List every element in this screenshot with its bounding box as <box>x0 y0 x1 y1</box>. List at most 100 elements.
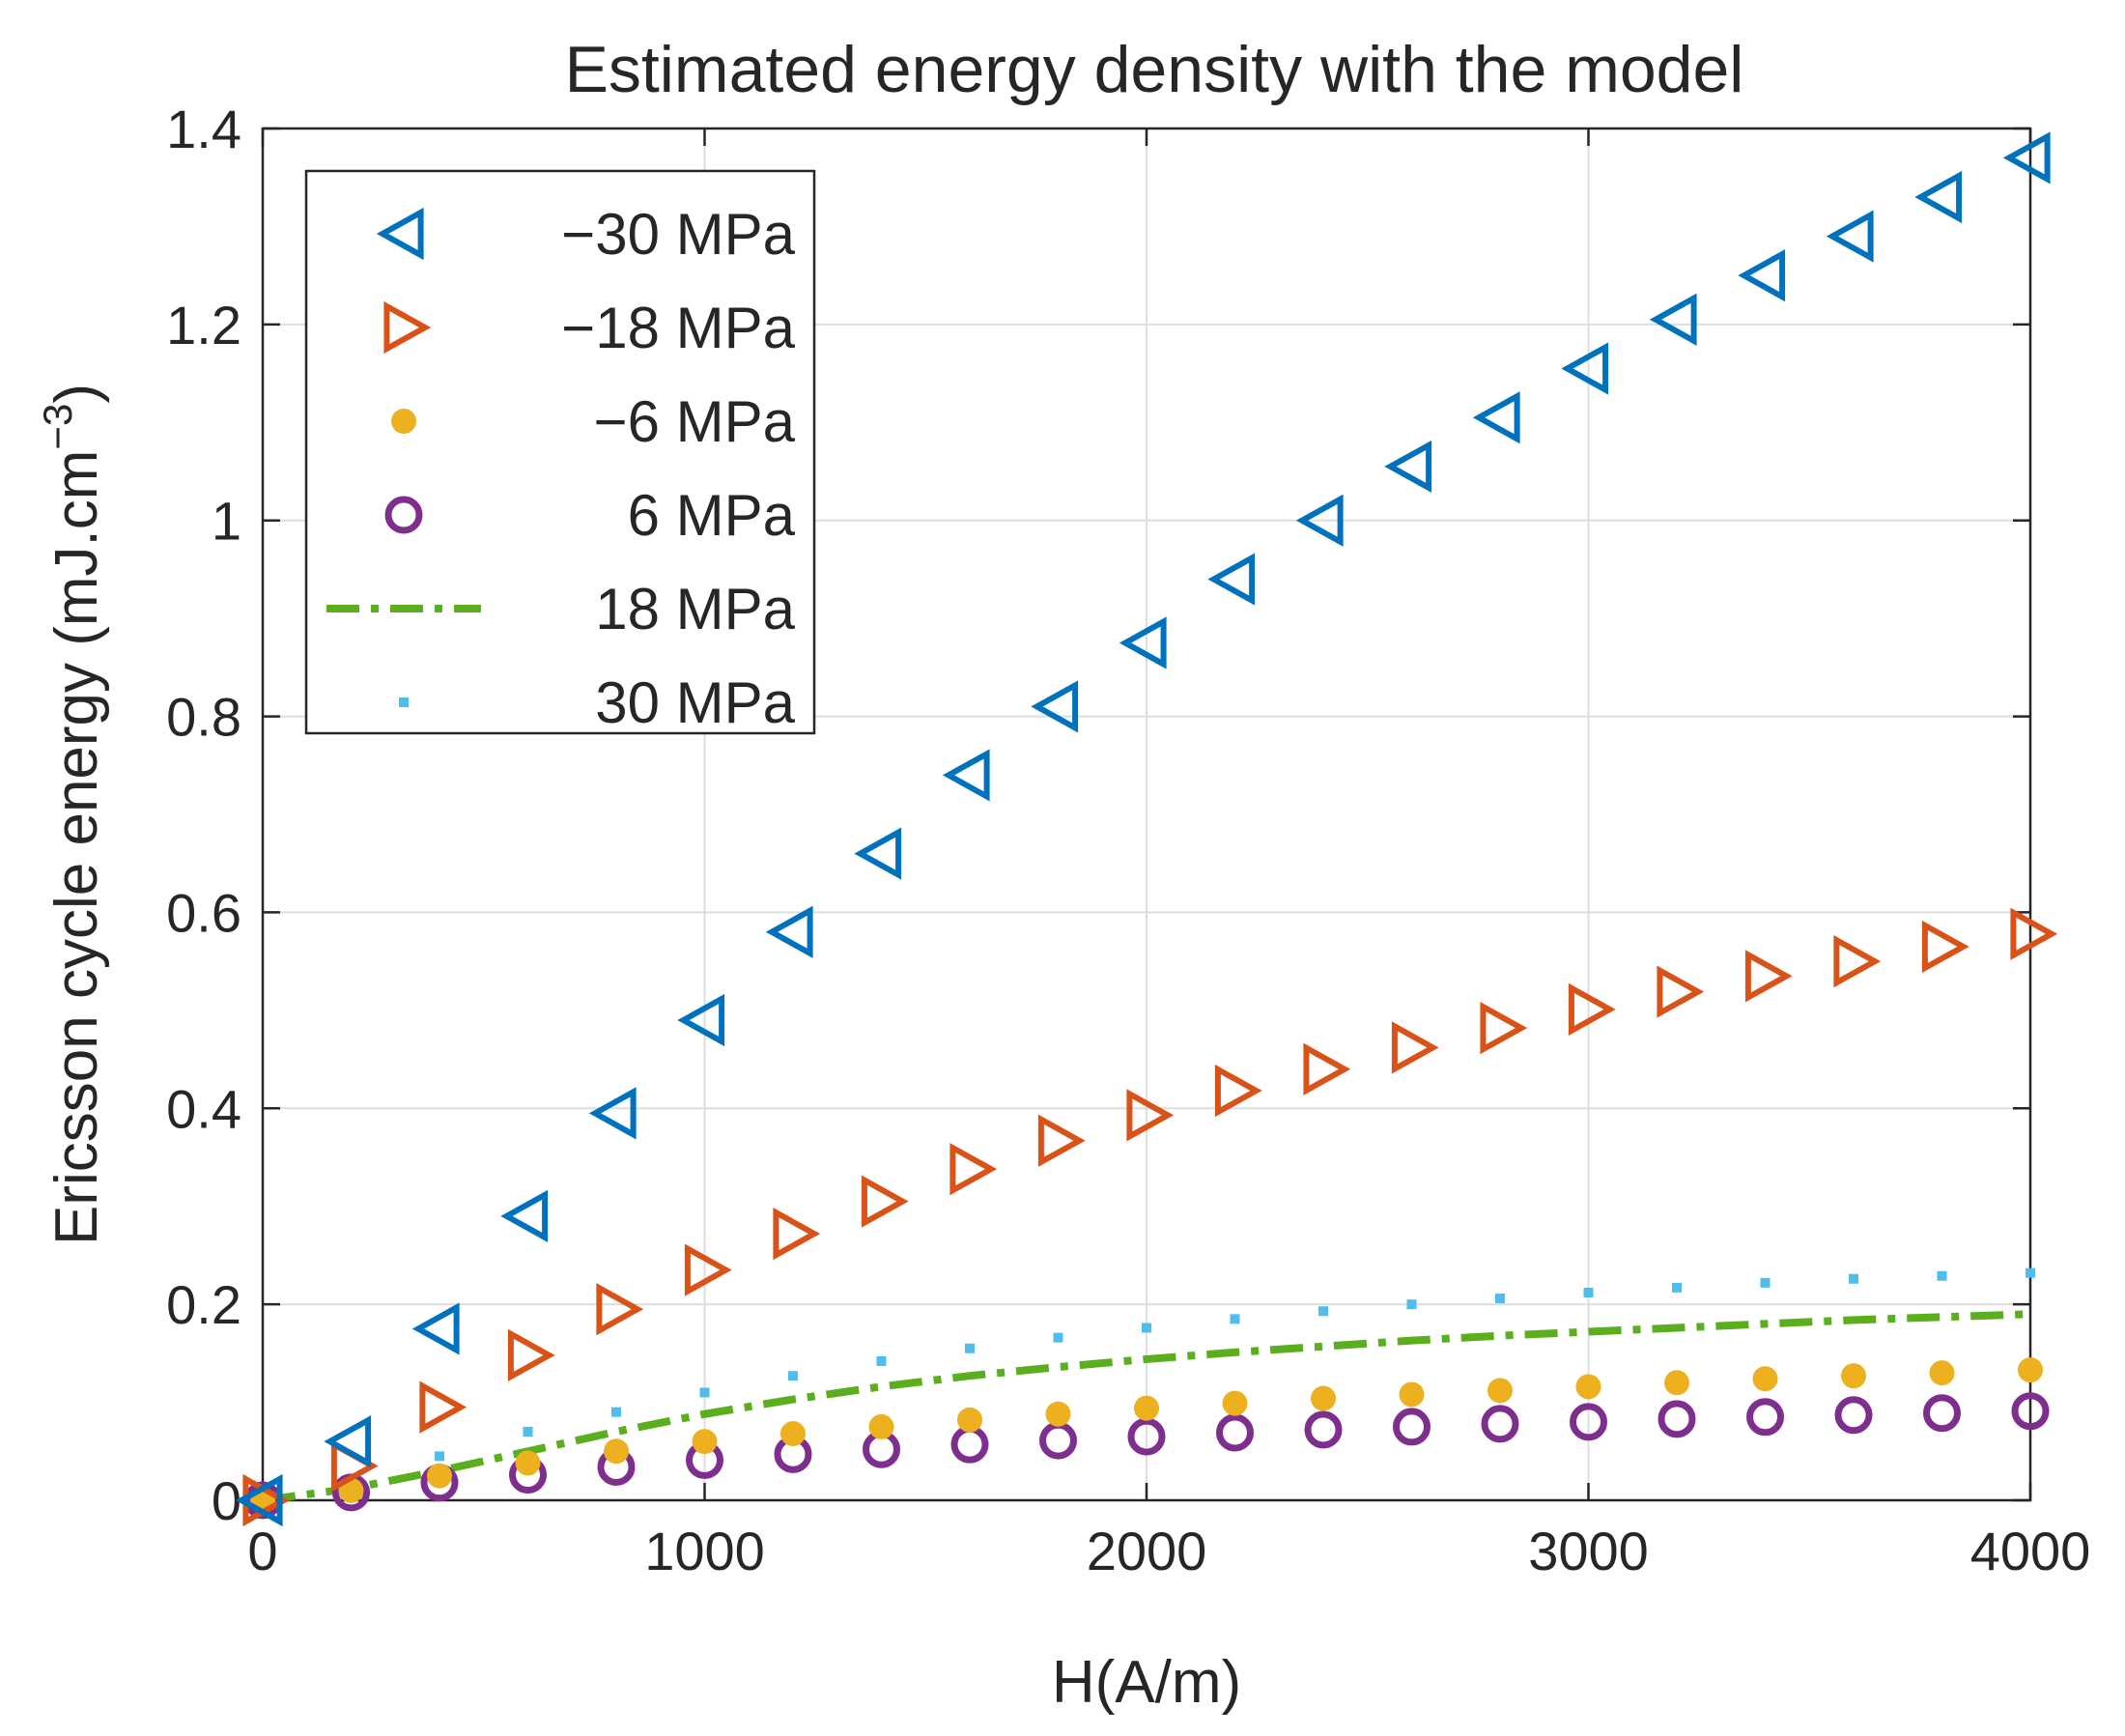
legend-entry: −6 MPa <box>391 389 796 454</box>
data-point <box>611 1407 621 1417</box>
legend-entry: −30 MPa <box>376 202 796 267</box>
data-point <box>1914 170 1963 224</box>
data-point <box>427 1463 452 1489</box>
data-point <box>1575 1374 1601 1400</box>
data-point <box>1568 982 1616 1036</box>
x-tick-label: 1000 <box>644 1521 765 1581</box>
legend-label: −6 MPa <box>594 389 796 454</box>
data-point <box>515 1450 541 1476</box>
series-0 <box>235 131 2051 1527</box>
data-point <box>699 1387 710 1398</box>
data-point <box>876 1355 887 1366</box>
legend-swatch <box>376 207 424 261</box>
data-point <box>1393 1408 1431 1446</box>
data-point <box>965 1343 975 1353</box>
data-point <box>588 1087 637 1140</box>
data-point <box>1583 1287 1594 1297</box>
legend-entry: 18 MPa <box>326 577 796 641</box>
data-point <box>1045 1401 1071 1427</box>
series-5 <box>258 1267 2035 1505</box>
data-point <box>949 1143 998 1196</box>
data-point <box>1399 1381 1425 1408</box>
data-point <box>942 749 990 802</box>
y-tick-label: 1.4 <box>166 99 241 159</box>
data-point <box>1406 1299 1417 1310</box>
data-point <box>1657 965 1705 1018</box>
data-point <box>419 1380 468 1434</box>
y-tick-label: 0.2 <box>166 1274 241 1335</box>
data-point <box>1053 1332 1063 1343</box>
legend: −30 MPa −18 MPa −6 MPa 6 MPa 18 MPa 30 MPa <box>304 169 816 735</box>
chart-title: Estimated energy density with the model <box>565 33 1744 106</box>
data-point <box>604 1438 629 1465</box>
legend-entry: 6 MPa <box>384 483 796 548</box>
y-axis-label-superscript: −3 <box>35 404 80 450</box>
data-point <box>854 827 902 880</box>
data-point <box>1303 1042 1351 1096</box>
data-point <box>1561 342 1609 395</box>
data-point <box>1649 293 1697 346</box>
data-point <box>2018 1357 2043 1383</box>
data-point <box>1304 1410 1343 1449</box>
data-point <box>1214 1064 1262 1118</box>
data-point <box>1222 1390 1248 1416</box>
data-point <box>523 1427 533 1437</box>
data-point <box>1923 1394 1961 1433</box>
data-point <box>324 1415 372 1468</box>
legend-box <box>304 169 816 735</box>
data-point <box>1664 1370 1689 1396</box>
data-point <box>780 1421 806 1447</box>
y-tick-label: 1.2 <box>166 295 241 356</box>
data-point <box>1760 1277 1771 1288</box>
series-1 <box>242 907 2058 1527</box>
data-point <box>1134 1395 1159 1421</box>
data-point <box>1142 1323 1151 1333</box>
legend-entries: −30 MPa −18 MPa −6 MPa 6 MPa 18 MPa 30 MPa <box>326 202 796 735</box>
legend-label: 30 MPa <box>595 670 795 735</box>
data-point <box>235 1473 283 1527</box>
data-point <box>1384 440 1432 494</box>
data-point <box>765 905 813 958</box>
y-axis-label-close: ) <box>43 384 110 404</box>
data-point <box>596 1283 644 1336</box>
data-point <box>1921 920 1969 974</box>
y-axis-label: Ericsson cycle energy (mJ.cm−3) <box>35 384 110 1245</box>
data-point <box>1826 210 1874 263</box>
data-point <box>692 1429 718 1455</box>
data-point <box>1311 1385 1336 1411</box>
data-point <box>1037 1114 1086 1167</box>
data-point <box>2010 907 2058 960</box>
legend-label: 18 MPa <box>595 577 795 641</box>
legend-swatch <box>383 300 432 355</box>
x-tick-label: 2000 <box>1087 1521 1207 1581</box>
legend-label: 6 MPa <box>628 483 796 548</box>
data-point <box>1744 950 1793 1003</box>
data-point <box>1031 680 1079 733</box>
data-point <box>1230 1314 1240 1324</box>
data-point <box>1495 1294 1505 1304</box>
x-tick-label: 4000 <box>1970 1521 2091 1581</box>
data-point <box>1658 1400 1696 1438</box>
y-axis-label-main: Ericsson cycle energy (mJ.cm <box>43 450 110 1245</box>
y-tick-label: 0.6 <box>166 882 241 943</box>
data-point <box>2026 1267 2035 1278</box>
data-point <box>1207 553 1256 606</box>
data-point <box>1672 1282 1682 1293</box>
data-point <box>1127 1417 1166 1456</box>
data-point <box>1472 391 1520 444</box>
data-point <box>1488 1378 1513 1404</box>
data-point <box>957 1407 982 1433</box>
data-point <box>507 1328 555 1381</box>
x-axis-label: H(A/m) <box>1052 1649 1241 1716</box>
data-point <box>1849 1273 1858 1284</box>
legend-entry: 30 MPa <box>399 670 796 735</box>
data-point <box>435 1451 444 1462</box>
data-point <box>1746 1398 1784 1437</box>
data-point <box>868 1413 894 1439</box>
legend-swatch <box>384 496 423 534</box>
data-point <box>1119 616 1167 669</box>
x-tick-label: 3000 <box>1528 1521 1649 1581</box>
legend-entry: −18 MPa <box>383 296 796 360</box>
legend-label: −30 MPa <box>561 202 795 267</box>
